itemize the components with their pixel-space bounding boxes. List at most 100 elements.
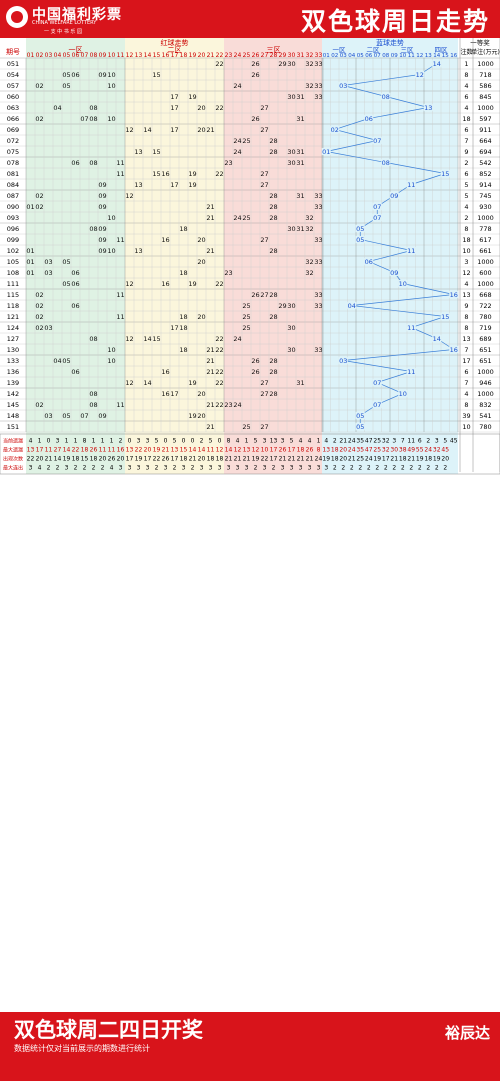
stats-value: 5 [443,438,447,445]
blue-ball-backdrop [355,225,365,232]
stats-value: 10 [261,447,269,454]
amount-header: 单注(万元) [471,48,500,56]
red-ball-number: 29 [278,60,286,68]
stats-value: 17 [270,447,278,454]
stats-value: 17 [36,447,44,454]
red-ball-number: 20 [197,412,205,420]
red-ball-number: 20 [197,313,205,321]
blue-col-header: 14 [433,53,440,59]
stats-value: 0 [191,438,195,445]
lottery-logo-icon [6,6,28,28]
red-ball-number: 28 [269,357,277,365]
red-ball-number: 11 [116,313,124,321]
red-ball-number: 17 [170,126,178,134]
stats-value: 20 [441,456,449,463]
stats-value: 20 [339,447,347,454]
stats-value: 21 [288,456,296,463]
stats-value: 18 [72,456,80,463]
prize-amount: 600 [479,269,491,277]
red-ball-number: 09 [98,71,106,79]
blue-ball-backdrop [440,170,450,177]
red-ball-number: 26 [251,357,259,365]
stats-border [0,433,500,475]
issue-number: 087 [7,192,19,200]
stats-value: 8 [317,447,321,454]
red-col-header: 15 [153,52,161,59]
prize-amount: 719 [479,324,491,332]
issue-number: 051 [7,60,19,68]
red-ball-number: 08 [89,225,97,233]
stats-value: 2 [341,465,345,472]
prize-amount: 651 [479,357,491,365]
red-ball-number: 24 [233,137,241,145]
stats-value: 2 [47,465,51,472]
prize-count: 3 [464,258,468,266]
issue-number: 099 [7,236,19,244]
stats-value: 2 [119,438,123,445]
prize-count: 10 [462,247,470,255]
issue-number: 090 [7,203,19,211]
red-ball-number: 05 [62,258,70,266]
stats-value: 4 [38,465,42,472]
red-ball-number: 02 [35,313,43,321]
red-ball-number: 09 [98,203,106,211]
blue-col-header: 06 [365,53,372,59]
blue-ball-number: 08 [382,93,390,101]
red-ball-number: 26 [251,71,259,79]
prize-amount: 542 [479,159,491,167]
red-ball-number: 11 [116,170,124,178]
red-col-header: 04 [54,52,62,59]
blue-ball-backdrop [389,269,399,276]
logo-english-text: CHINA WELFARE LOTTERY [32,20,97,26]
red-ball-number: 22 [215,60,223,68]
blue-trend-header: 蓝球走势 [376,38,404,47]
stats-value: 20 [36,456,44,463]
red-zone-1-header: 一区 [69,46,83,54]
stats-value: 18 [399,456,407,463]
issue-number: 145 [7,401,19,409]
issue-number: 121 [7,313,19,321]
red-ball-number: 13 [134,247,142,255]
red-ball-number: 05 [62,71,70,79]
red-ball-number: 10 [107,71,115,79]
red-ball-number: 17 [170,390,178,398]
red-col-header: 07 [81,52,89,59]
red-ball-number: 20 [197,390,205,398]
stats-value: 24 [315,456,323,463]
stats-value: 15 [180,447,188,454]
prize-count: 7 [464,379,468,387]
stats-value: 13 [243,447,251,454]
count-header: 注数 [460,48,472,56]
stats-value: 3 [308,465,312,472]
stats-value: 55 [416,447,424,454]
stats-value: 3 [146,438,150,445]
stats-value: 4 [308,438,312,445]
red-ball-number: 21 [206,423,214,431]
stats-value: 5 [254,438,258,445]
prize-amount: 780 [479,423,491,431]
stats-value: 32 [382,447,390,454]
stats-value: 24 [424,447,432,454]
blue-zone-3-header: 三区 [401,46,415,54]
blue-ball-number: 10 [399,280,407,288]
blue-ball-backdrop [372,137,382,144]
stats-value: 26 [279,447,287,454]
issue-number: 142 [7,390,19,398]
stats-value: 0 [182,438,186,445]
blue-ball-number: 06 [365,115,373,123]
stats-value: 11 [407,438,415,445]
red-ball-number: 32 [305,214,313,222]
blue-col-header: 01 [323,53,330,59]
red-ball-number: 27 [260,126,268,134]
stats-value: 19 [322,456,330,463]
blue-ball-backdrop [423,104,433,111]
red-ball-number: 13 [134,148,142,156]
prize-amount: 694 [479,148,491,156]
red-ball-number: 05 [62,82,70,90]
stats-value: 1 [38,438,42,445]
stats-value: 22 [153,456,161,463]
stats-value: 3 [65,465,69,472]
stats-value: 19 [153,447,161,454]
blue-ball-backdrop [330,126,340,133]
stats-value: 3 [119,465,123,472]
